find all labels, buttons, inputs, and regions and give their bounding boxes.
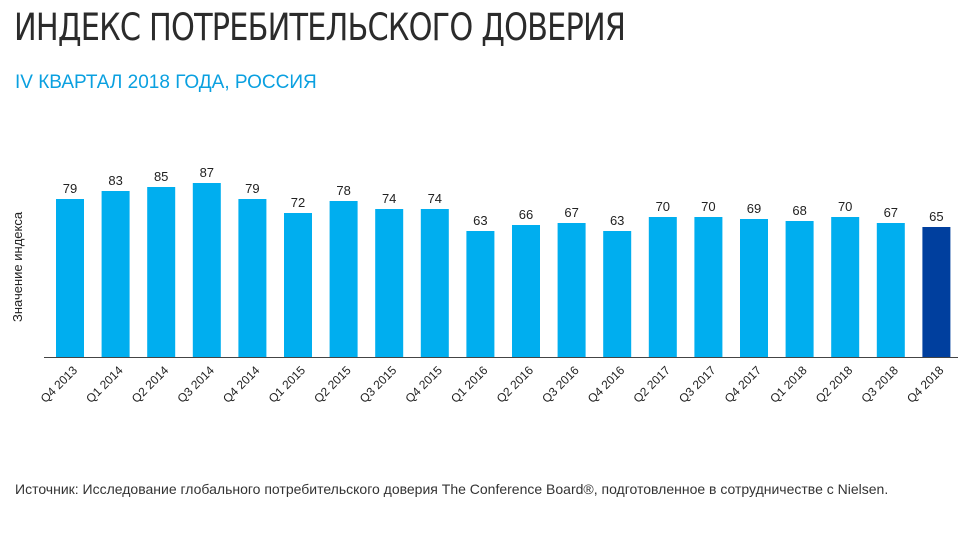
bar-q3-2016	[557, 223, 586, 357]
bar-q4-2016	[603, 231, 632, 357]
data-label: 66	[519, 207, 533, 222]
data-label: 74	[382, 191, 396, 206]
data-label: 63	[473, 213, 487, 228]
data-label: 68	[792, 203, 806, 218]
x-tick-label: Q4 2014	[220, 363, 263, 406]
x-tick-label: Q1 2016	[448, 363, 491, 406]
x-tick-label: Q4 2017	[722, 363, 765, 406]
bar-q2-2017	[648, 217, 677, 357]
x-tick-label: Q3 2014	[174, 363, 217, 406]
bar-q3-2017	[694, 217, 723, 357]
data-label: 78	[336, 183, 350, 198]
x-tick-label: Q1 2018	[767, 363, 810, 406]
bar-q2-2018	[831, 217, 860, 357]
bar-q4-2015	[420, 209, 449, 357]
data-label: 63	[610, 213, 624, 228]
x-tick-label: Q3 2017	[676, 363, 719, 406]
bar-q2-2015	[329, 201, 358, 357]
bar-q2-2016	[512, 225, 540, 357]
x-tick-label: Q2 2016	[494, 363, 537, 406]
x-tick-label: Q3 2018	[858, 363, 901, 406]
data-label: 79	[63, 181, 77, 196]
bar-q4-2017	[740, 219, 768, 357]
bar-chart: 79 Q4 2013 83 Q1 2014 85 Q2 2014 87 Q3 2014 79 Q4…	[38, 165, 958, 406]
data-label: 67	[884, 205, 898, 220]
bar-q2-2014	[147, 187, 176, 357]
data-label: 72	[291, 195, 305, 210]
data-label: 70	[701, 199, 715, 214]
data-label: 85	[154, 169, 168, 184]
data-label: 83	[108, 173, 122, 188]
x-tick-label: Q4 2016	[585, 363, 628, 406]
x-tick-label: Q3 2016	[539, 363, 582, 406]
bar-q1-2018	[785, 221, 814, 357]
data-label: 79	[245, 181, 259, 196]
x-tick-label: Q2 2015	[311, 363, 354, 406]
x-tick-label: Q2 2014	[129, 363, 172, 406]
data-label: 70	[656, 199, 670, 214]
data-label: 69	[747, 201, 761, 216]
bar-q4-2013	[56, 199, 84, 357]
x-tick-label: Q2 2017	[630, 363, 673, 406]
data-label: 70	[838, 199, 852, 214]
bar-q1-2016	[466, 231, 495, 357]
x-tick-label: Q1 2015	[266, 363, 309, 406]
page-subtitle: IV КВАРТАЛ 2018 ГОДА, РОССИЯ	[15, 72, 317, 93]
x-tick-label: Q4 2018	[904, 363, 947, 406]
bar-q3-2018	[876, 223, 905, 357]
bar-q4-2014	[238, 199, 267, 357]
bar-q1-2014	[101, 191, 130, 357]
x-tick-label: Q1 2014	[83, 363, 126, 406]
x-tick-label: Q4 2015	[402, 363, 445, 406]
data-label: 67	[564, 205, 578, 220]
source-note: Источник: Исследование глобального потре…	[15, 481, 889, 497]
bar-q3-2014	[192, 183, 221, 357]
bar-q3-2015	[375, 209, 404, 357]
data-label: 74	[428, 191, 442, 206]
page-title: ИНДЕКС ПОТРЕБИТЕЛЬСКОГО ДОВЕРИЯ	[14, 6, 626, 49]
x-tick-label: Q4 2013	[38, 363, 81, 406]
data-label: 87	[200, 165, 214, 180]
data-label: 65	[929, 209, 943, 224]
bar-q1-2015	[284, 213, 312, 357]
x-tick-label: Q2 2018	[813, 363, 856, 406]
bar-q4-2018	[922, 227, 951, 357]
x-tick-label: Q3 2015	[357, 363, 400, 406]
